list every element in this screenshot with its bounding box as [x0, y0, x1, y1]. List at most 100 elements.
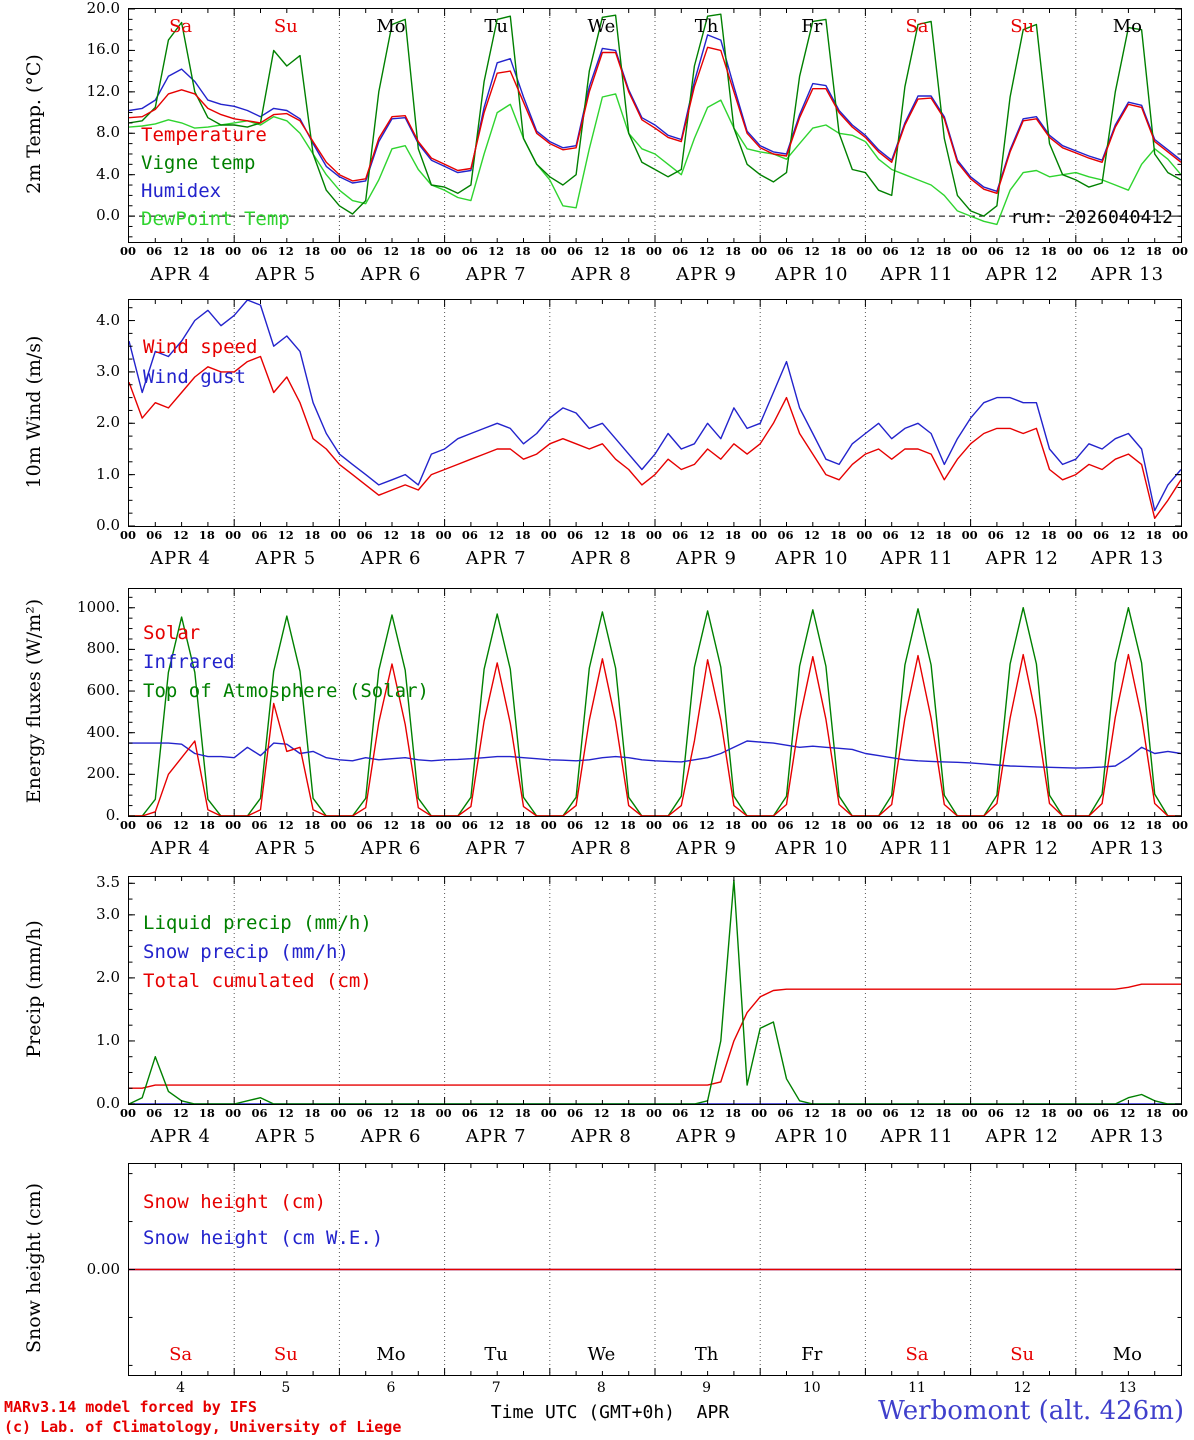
- snow-height-plot: [129, 1164, 1181, 1375]
- hour-label: 00: [961, 528, 978, 542]
- hour-label: 06: [461, 244, 478, 258]
- hour-label: 06: [987, 244, 1004, 258]
- hour-label: 12: [277, 818, 294, 832]
- hour-label: 12: [277, 244, 294, 258]
- ytick-label: 2.0: [96, 413, 120, 432]
- hour-label: 12: [803, 1106, 820, 1120]
- lab-credit-line: (c) Lab. of Climatology, University of L…: [4, 1418, 402, 1436]
- hour-label: 00: [751, 244, 768, 258]
- hour-label: 06: [567, 1106, 584, 1120]
- hour-label: 06: [356, 528, 373, 542]
- hour-label: 18: [724, 1106, 741, 1120]
- ytick-label: 20.0: [86, 0, 120, 17]
- hour-label: 12: [488, 818, 505, 832]
- wind-plot: [129, 300, 1181, 526]
- energy-flux-plot: [129, 589, 1181, 816]
- hour-label: 06: [461, 528, 478, 542]
- day-label: APR 7: [465, 838, 527, 859]
- day-label: APR 8: [570, 264, 632, 285]
- hour-label: 06: [672, 818, 689, 832]
- day-label: APR 13: [1090, 838, 1165, 859]
- hour-label: 18: [198, 244, 215, 258]
- day-name: Sa: [905, 1344, 929, 1365]
- hour-label: 12: [382, 528, 399, 542]
- hour-label: 18: [1145, 528, 1162, 542]
- hour-label: 18: [935, 1106, 952, 1120]
- hour-label: 00: [1066, 528, 1083, 542]
- series-vigne-temp: [129, 13, 1181, 217]
- hour-label: 18: [1040, 244, 1057, 258]
- hour-label: 00: [856, 244, 873, 258]
- hour-label: 06: [882, 528, 899, 542]
- day-label: APR 5: [255, 264, 317, 285]
- hour-label: 00: [435, 818, 452, 832]
- day-name: Mo: [1112, 1344, 1143, 1365]
- ytick-label: 800.: [86, 639, 120, 658]
- hour-label: 00: [540, 528, 557, 542]
- hour-label: 00: [1171, 1106, 1188, 1120]
- hour-label: 06: [882, 818, 899, 832]
- day-label: APR 13: [1090, 264, 1165, 285]
- series-top-of-atmosphere-solar-: [129, 607, 1181, 816]
- hour-label: 00: [645, 528, 662, 542]
- hour-label: 12: [593, 244, 610, 258]
- ytick-label: 12.0: [86, 81, 120, 100]
- hour-label: 06: [146, 1106, 163, 1120]
- day-name: Th: [694, 16, 719, 37]
- day-label: APR 4: [150, 548, 212, 569]
- hour-label: 06: [672, 244, 689, 258]
- hour-label: 12: [1014, 244, 1031, 258]
- hour-label: 12: [1014, 1106, 1031, 1120]
- hour-label: 12: [698, 244, 715, 258]
- day-name: Fr: [801, 1344, 823, 1365]
- precip-panel: Liquid precip (mm/h) Snow precip (mm/h) To…: [128, 876, 1182, 1105]
- legend-item: Temperature: [141, 124, 267, 146]
- day-label: APR 9: [676, 1126, 738, 1147]
- hour-label: 06: [882, 244, 899, 258]
- hour-label: 12: [488, 1106, 505, 1120]
- series-wind-speed: [129, 355, 1181, 520]
- hour-label: 18: [935, 244, 952, 258]
- day-label: APR 6: [360, 264, 422, 285]
- wind-axis-title: 10m Wind (m/s): [23, 335, 45, 489]
- hour-label: 18: [935, 818, 952, 832]
- series-dewpoint-temp: [129, 93, 1181, 226]
- day-label: APR 10: [775, 1126, 849, 1147]
- hour-label: 18: [1145, 818, 1162, 832]
- day-label: APR 5: [255, 1126, 317, 1147]
- hour-label: 12: [277, 1106, 294, 1120]
- ytick-label: 0.00: [86, 1259, 120, 1278]
- hour-label: 06: [777, 1106, 794, 1120]
- day-label: APR 9: [676, 838, 738, 859]
- hour-label: 18: [619, 244, 636, 258]
- hour-label: 12: [908, 528, 925, 542]
- day-name: Sa: [905, 16, 929, 37]
- legend-item: DewPoint Temp: [141, 208, 290, 230]
- hour-label: 06: [461, 1106, 478, 1120]
- hour-label: 12: [488, 528, 505, 542]
- day-label: APR 9: [676, 548, 738, 569]
- day-name: Th: [694, 1344, 719, 1365]
- hour-label: 00: [435, 1106, 452, 1120]
- hour-label: 18: [514, 1106, 531, 1120]
- day-label: APR 12: [985, 838, 1059, 859]
- hour-label: 06: [672, 1106, 689, 1120]
- snow-height-panel: Snow height (cm) Snow height (cm W.E.): [128, 1163, 1182, 1376]
- hour-label: 00: [1171, 818, 1188, 832]
- day-number: 10: [802, 1380, 821, 1396]
- day-number: 4: [176, 1380, 186, 1396]
- station-label: Werbomont (alt. 426m): [878, 1396, 1184, 1426]
- hour-label: 12: [1119, 244, 1136, 258]
- series-total-cumulated-cm-: [129, 983, 1181, 1089]
- energy-flux-panel: Solar Infrared Top of Atmosphere (Solar): [128, 588, 1182, 817]
- ytick-label: 3.0: [96, 361, 120, 380]
- hour-label: 00: [1171, 528, 1188, 542]
- ytick-label: 16.0: [86, 40, 120, 59]
- legend-item: Top of Atmosphere (Solar): [143, 680, 429, 702]
- legend-item: Snow height (cm): [143, 1191, 327, 1213]
- hour-label: 18: [304, 818, 321, 832]
- hour-label: 00: [645, 1106, 662, 1120]
- day-label: APR 12: [985, 548, 1059, 569]
- hour-label: 06: [882, 1106, 899, 1120]
- day-name: Tu: [484, 16, 508, 37]
